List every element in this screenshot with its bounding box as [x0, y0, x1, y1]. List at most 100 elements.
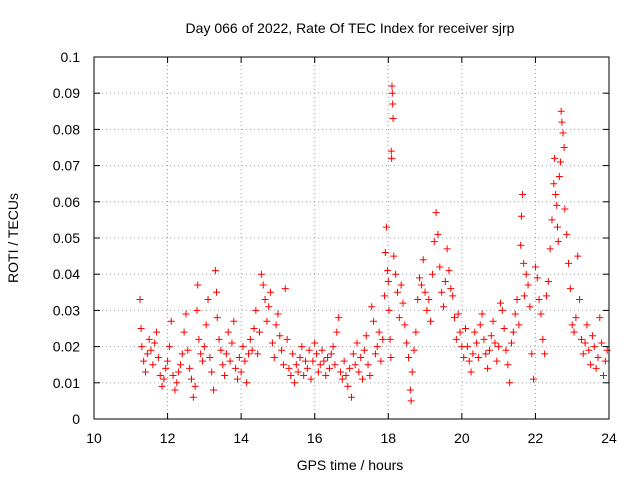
data-point: [407, 397, 415, 405]
data-point: [136, 296, 144, 304]
data-point: [530, 375, 538, 383]
data-point: [427, 317, 435, 325]
data-point: [235, 353, 243, 361]
data-point: [298, 343, 306, 351]
x-tick-label: 16: [307, 430, 323, 446]
data-point: [599, 372, 607, 380]
data-point: [550, 180, 558, 188]
data-point: [513, 296, 521, 304]
data-point: [381, 292, 389, 300]
data-point: [397, 281, 405, 289]
data-point: [314, 368, 322, 376]
data-point: [476, 321, 484, 329]
data-point: [140, 357, 148, 365]
x-tick-label: 20: [454, 430, 470, 446]
x-tick-label: 18: [380, 430, 396, 446]
data-point: [588, 332, 596, 340]
data-point: [434, 230, 442, 238]
data-point: [558, 118, 566, 126]
data-point: [517, 212, 525, 220]
data-point: [572, 314, 580, 322]
data-point: [221, 372, 229, 380]
data-point: [219, 361, 227, 369]
data-point: [158, 382, 166, 390]
data-point: [387, 147, 395, 155]
data-point: [346, 364, 354, 372]
y-tick-label: 0.01: [53, 375, 80, 391]
data-point: [541, 350, 549, 358]
data-point: [428, 270, 436, 278]
data-point: [143, 350, 151, 358]
data-point: [385, 306, 393, 314]
data-point: [313, 350, 321, 358]
data-point: [360, 346, 368, 354]
data-point: [590, 343, 598, 351]
data-point: [443, 245, 451, 253]
data-point: [302, 357, 310, 365]
data-point: [165, 343, 173, 351]
data-point: [184, 346, 192, 354]
data-point: [199, 357, 207, 365]
data-point: [583, 321, 591, 329]
data-point: [469, 350, 477, 358]
data-point: [441, 277, 449, 285]
data-point: [384, 277, 392, 285]
data-point: [353, 339, 361, 347]
data-point: [546, 245, 554, 253]
data-point: [303, 364, 311, 372]
data-point: [325, 364, 333, 372]
data-point: [563, 230, 571, 238]
data-point: [368, 303, 376, 311]
data-point: [364, 361, 372, 369]
data-point: [331, 361, 339, 369]
data-point: [403, 339, 411, 347]
data-point: [405, 353, 413, 361]
data-point: [504, 361, 512, 369]
data-point: [544, 277, 552, 285]
data-point: [349, 350, 357, 358]
x-tick-label: 24: [601, 430, 617, 446]
data-point: [230, 317, 238, 325]
data-point: [137, 325, 145, 332]
data-point: [520, 259, 528, 267]
data-point: [208, 368, 216, 376]
data-point: [171, 386, 179, 394]
data-point: [480, 335, 488, 343]
data-point: [222, 350, 230, 358]
data-point: [246, 335, 254, 343]
data-point: [574, 252, 582, 260]
data-point: [272, 321, 280, 329]
data-point: [554, 223, 561, 231]
data-point: [452, 335, 460, 343]
data-point: [327, 350, 335, 358]
data-point: [248, 346, 256, 354]
data-point: [274, 310, 282, 318]
data-point: [456, 328, 464, 336]
data-point: [438, 288, 446, 296]
data-point: [160, 375, 168, 383]
data-point: [154, 353, 162, 361]
data-point: [311, 339, 319, 347]
data-point: [257, 270, 265, 278]
data-point: [241, 357, 249, 365]
data-point: [478, 310, 486, 318]
data-point: [151, 339, 159, 347]
axis-ticks: [93, 56, 610, 420]
data-point: [305, 346, 313, 354]
y-tick-labels: 0 0.01 0.02 0.03 0.04 0.05 0.06 0.07 0.08 0.09 0.1: [53, 49, 80, 427]
data-point: [187, 375, 195, 383]
data-point: [279, 361, 287, 369]
data-point: [451, 314, 458, 322]
data-point: [489, 317, 497, 325]
data-point: [178, 350, 186, 358]
data-point: [211, 267, 219, 275]
data-point: [566, 285, 574, 293]
y-tick-label: 0: [72, 411, 80, 427]
data-point: [336, 368, 344, 376]
data-point: [447, 285, 455, 293]
data-point: [506, 379, 514, 387]
data-point: [243, 379, 251, 387]
data-point: [406, 386, 414, 394]
data-point: [381, 248, 389, 256]
